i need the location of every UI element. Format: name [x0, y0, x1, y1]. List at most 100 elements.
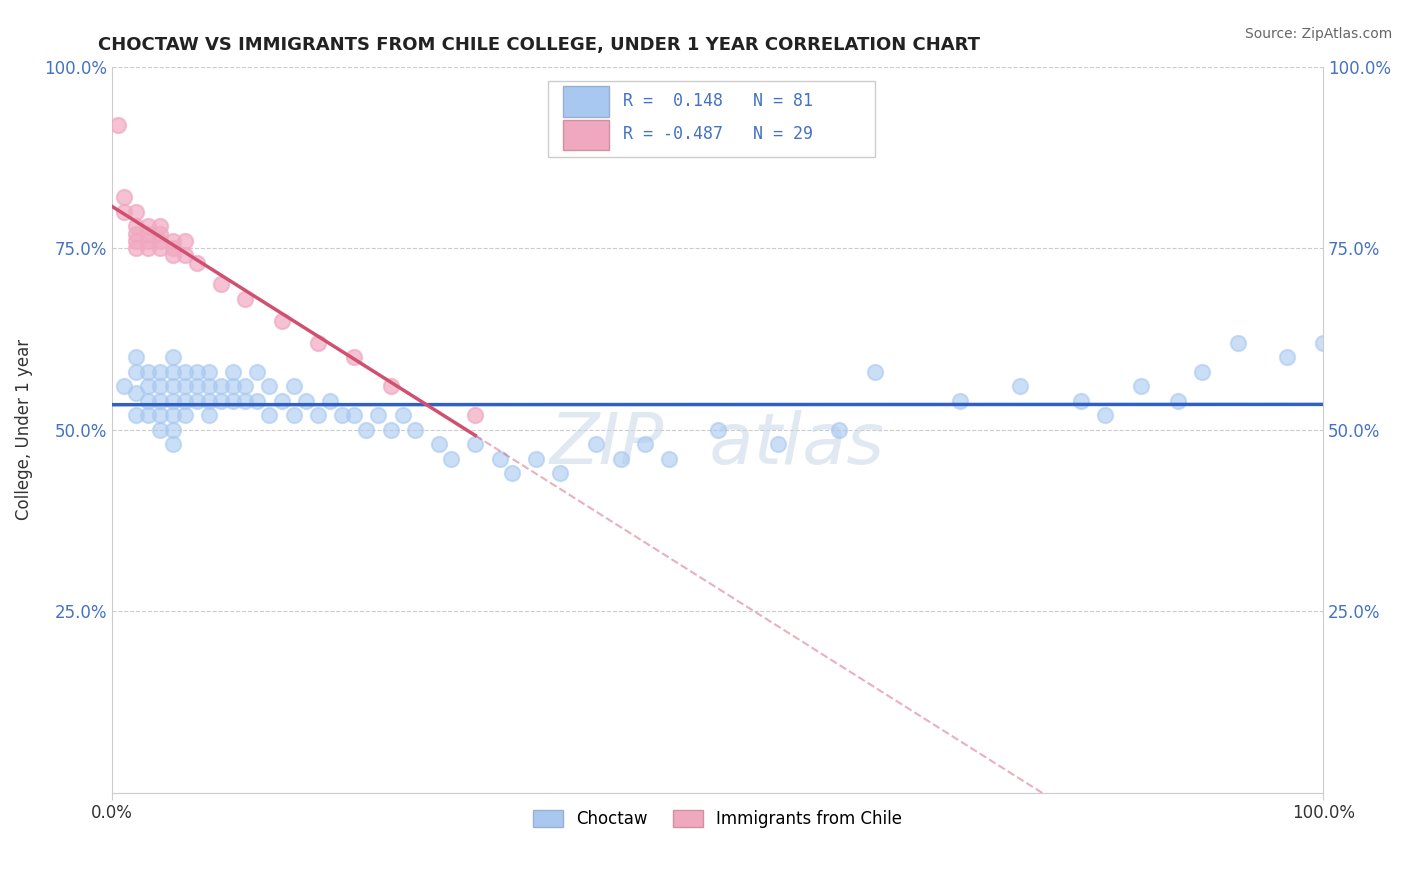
Point	[162, 393, 184, 408]
Point	[270, 393, 292, 408]
Point	[136, 219, 159, 234]
Point	[162, 248, 184, 262]
Point	[1130, 379, 1153, 393]
Point	[380, 423, 402, 437]
Point	[186, 379, 208, 393]
Point	[209, 393, 232, 408]
Point	[125, 241, 148, 255]
Point	[198, 408, 221, 422]
Point	[112, 379, 135, 393]
Point	[125, 350, 148, 364]
Point	[585, 437, 607, 451]
Point	[198, 393, 221, 408]
Point	[149, 379, 172, 393]
Point	[173, 379, 195, 393]
Point	[162, 365, 184, 379]
Point	[125, 227, 148, 241]
Point	[222, 365, 245, 379]
Point	[162, 437, 184, 451]
Point	[270, 314, 292, 328]
Point	[356, 423, 378, 437]
Point	[198, 365, 221, 379]
Point	[283, 408, 305, 422]
Point	[125, 204, 148, 219]
Point	[149, 234, 172, 248]
Point	[107, 118, 129, 132]
Text: Source: ZipAtlas.com: Source: ZipAtlas.com	[1244, 27, 1392, 41]
Point	[209, 379, 232, 393]
Point	[634, 437, 657, 451]
Point	[367, 408, 389, 422]
Point	[136, 227, 159, 241]
Point	[307, 408, 329, 422]
Point	[222, 393, 245, 408]
Point	[136, 234, 159, 248]
Point	[440, 451, 463, 466]
Point	[125, 386, 148, 401]
Point	[488, 451, 510, 466]
Point	[233, 379, 256, 393]
Point	[198, 379, 221, 393]
Point	[259, 408, 281, 422]
Point	[162, 379, 184, 393]
Point	[464, 408, 486, 422]
Point	[162, 350, 184, 364]
Point	[136, 241, 159, 255]
Point	[259, 379, 281, 393]
Point	[209, 277, 232, 292]
Point	[149, 219, 172, 234]
Point	[949, 393, 972, 408]
Point	[246, 393, 269, 408]
Point	[1167, 393, 1189, 408]
Point	[827, 423, 849, 437]
Point	[136, 408, 159, 422]
Point	[501, 466, 523, 480]
Point	[294, 393, 316, 408]
Point	[343, 408, 366, 422]
Point	[186, 255, 208, 269]
Point	[125, 234, 148, 248]
Point	[125, 365, 148, 379]
Point	[149, 365, 172, 379]
Point	[149, 241, 172, 255]
Point	[863, 365, 886, 379]
Point	[233, 393, 256, 408]
Point	[1094, 408, 1116, 422]
Point	[1010, 379, 1032, 393]
Point	[162, 408, 184, 422]
Point	[162, 234, 184, 248]
Legend: Choctaw, Immigrants from Chile: Choctaw, Immigrants from Chile	[526, 804, 908, 835]
Point	[186, 393, 208, 408]
Point	[173, 393, 195, 408]
Point	[391, 408, 413, 422]
Point	[524, 451, 547, 466]
Y-axis label: College, Under 1 year: College, Under 1 year	[15, 339, 32, 520]
Point	[233, 292, 256, 306]
Point	[162, 241, 184, 255]
Point	[173, 248, 195, 262]
Point	[1227, 335, 1250, 350]
Point	[112, 204, 135, 219]
Point	[404, 423, 426, 437]
Text: R = -0.487   N = 29: R = -0.487 N = 29	[623, 125, 813, 143]
Point	[658, 451, 681, 466]
Point	[136, 393, 159, 408]
Point	[173, 365, 195, 379]
Text: ZIP  atlas: ZIP atlas	[550, 409, 884, 479]
Point	[125, 408, 148, 422]
Point	[136, 365, 159, 379]
Point	[427, 437, 450, 451]
FancyBboxPatch shape	[562, 87, 609, 117]
Point	[343, 350, 366, 364]
Point	[706, 423, 728, 437]
Point	[548, 466, 571, 480]
Point	[283, 379, 305, 393]
Point	[1070, 393, 1092, 408]
Point	[149, 423, 172, 437]
Point	[125, 219, 148, 234]
Point	[330, 408, 353, 422]
Point	[186, 365, 208, 379]
FancyBboxPatch shape	[548, 81, 875, 157]
Point	[609, 451, 631, 466]
Point	[1312, 335, 1334, 350]
